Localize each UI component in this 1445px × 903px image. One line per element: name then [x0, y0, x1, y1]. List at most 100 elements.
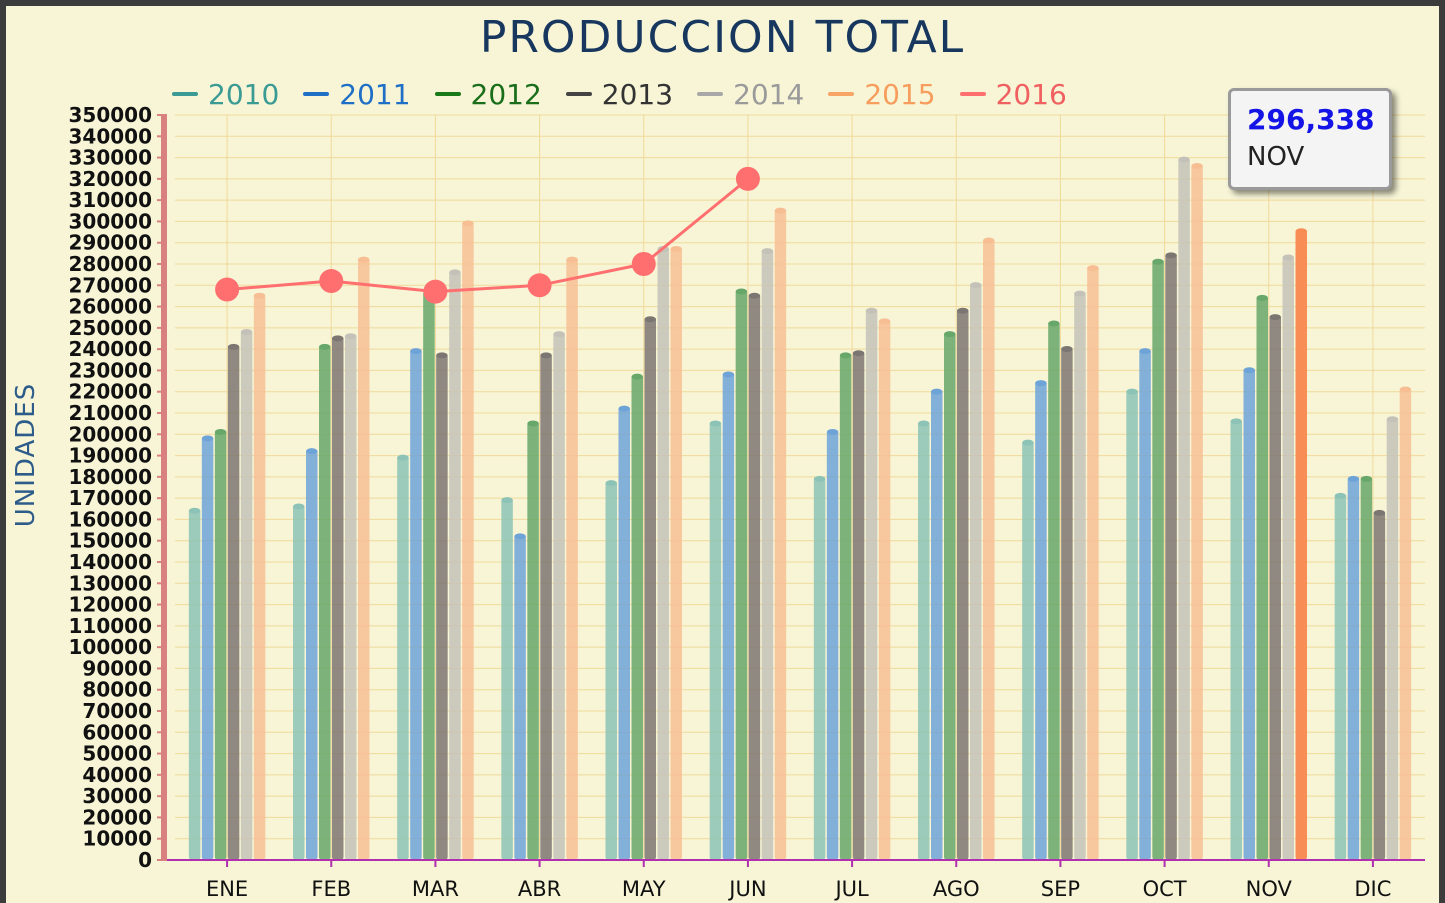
bar-2012-dic[interactable] [1360, 476, 1373, 860]
bar-2013-nov[interactable] [1269, 315, 1282, 861]
bar-2013-feb[interactable] [332, 336, 344, 860]
bar-cap [826, 429, 839, 436]
bar-2011-ago[interactable] [931, 389, 943, 860]
bar-2010-oct[interactable] [1126, 389, 1138, 860]
x-tick-label: MAR [412, 877, 459, 901]
bar-2011-oct[interactable] [1139, 349, 1151, 860]
bar-2014-jul[interactable] [865, 308, 878, 860]
bar-2015-dic[interactable] [1399, 387, 1412, 860]
bar-2013-abr[interactable] [540, 353, 552, 860]
bar-2010-nov[interactable] [1230, 419, 1243, 860]
point-2016-may[interactable] [631, 252, 656, 276]
y-tick-label: 210000 [69, 401, 153, 425]
bar-2014-mar[interactable] [449, 270, 461, 860]
legend-item-2013[interactable]: 2013 [565, 78, 673, 111]
legend-swatch [959, 92, 986, 96]
bar-2015-ago[interactable] [983, 238, 995, 860]
bar-2011-jul[interactable] [826, 430, 839, 860]
bar-2011-dic[interactable] [1347, 476, 1360, 860]
bar-2013-may[interactable] [644, 317, 657, 860]
bar-2013-mar[interactable] [436, 353, 448, 860]
bar-2015-sep[interactable] [1087, 266, 1099, 861]
bar-2012-jun[interactable] [735, 289, 748, 860]
bar-2015-mar[interactable] [462, 221, 474, 860]
bar-2012-ago[interactable] [944, 332, 956, 861]
legend-item-2015[interactable]: 2015 [828, 78, 936, 111]
bar-2011-jun[interactable] [722, 372, 735, 860]
bar-2013-sep[interactable] [1061, 347, 1073, 860]
point-2016-mar[interactable] [423, 279, 448, 304]
bar-2010-may[interactable] [605, 481, 618, 860]
y-tick-label: 160000 [69, 507, 153, 531]
bar-2012-mar[interactable] [423, 291, 435, 861]
bar-cap [944, 331, 956, 338]
bar-2011-may[interactable] [618, 406, 631, 860]
bar-2014-oct[interactable] [1178, 157, 1190, 861]
bar-2012-oct[interactable] [1152, 259, 1164, 860]
legend-item-2010[interactable]: 2010 [172, 78, 279, 111]
bar-2011-nov[interactable] [1243, 368, 1256, 860]
bar-cap [1022, 439, 1034, 446]
bar-2010-jul[interactable] [813, 476, 826, 860]
bar-2010-dic[interactable] [1334, 493, 1347, 860]
bar-2013-jul[interactable] [852, 351, 865, 860]
bar-2015-ene[interactable] [253, 293, 266, 860]
y-tick-label: 180000 [69, 465, 153, 489]
bar-2012-sep[interactable] [1048, 321, 1060, 860]
bars [188, 156, 1412, 861]
bar-2014-jun[interactable] [761, 249, 774, 861]
bar-2014-ago[interactable] [970, 283, 982, 861]
bar-2014-nov[interactable] [1282, 255, 1295, 860]
bar-2010-feb[interactable] [293, 504, 305, 860]
legend-item-2014[interactable]: 2014 [697, 78, 804, 111]
bar-2011-sep[interactable] [1035, 381, 1047, 860]
point-2016-jun[interactable] [735, 166, 760, 191]
bar-2014-may[interactable] [657, 246, 670, 860]
bar-2015-may[interactable] [670, 246, 683, 860]
bar-cap [735, 288, 748, 295]
bar-2015-feb[interactable] [358, 257, 370, 861]
bar-2014-dic[interactable] [1386, 417, 1399, 860]
bar-cap [540, 352, 552, 359]
bar-2011-ene[interactable] [201, 436, 214, 860]
bar-2015-abr[interactable] [566, 257, 578, 861]
bar-2015-jul[interactable] [878, 319, 891, 860]
bar-2011-abr[interactable] [514, 534, 526, 860]
bar-2014-abr[interactable] [553, 332, 565, 861]
bar-2013-dic[interactable] [1373, 510, 1386, 860]
bar-2013-ago[interactable] [957, 308, 969, 860]
bar-2012-feb[interactable] [319, 344, 331, 860]
bar-cap [397, 454, 409, 461]
bar-2015-oct[interactable] [1191, 163, 1203, 860]
bar-2015-jun[interactable] [774, 208, 787, 860]
bar-2010-jun[interactable] [709, 421, 722, 860]
bar-cap [644, 316, 656, 323]
bar-2013-oct[interactable] [1165, 253, 1177, 860]
bar-2010-ene[interactable] [188, 508, 201, 860]
bar-2014-feb[interactable] [345, 334, 357, 860]
bar-2013-ene[interactable] [227, 344, 240, 860]
point-2016-ene[interactable] [215, 277, 240, 302]
bar-2010-mar[interactable] [397, 455, 409, 860]
legend-item-2011[interactable]: 2011 [303, 78, 411, 111]
y-tick-label: 0 [138, 848, 152, 872]
bar-2011-mar[interactable] [410, 349, 422, 860]
point-2016-feb[interactable] [319, 269, 344, 294]
bar-2011-feb[interactable] [306, 449, 318, 860]
point-2016-abr[interactable] [527, 273, 552, 298]
bar-2012-ene[interactable] [214, 430, 227, 860]
bar-2010-abr[interactable] [501, 498, 513, 860]
bar-2015-nov[interactable] [1295, 229, 1308, 861]
bar-2012-abr[interactable] [527, 421, 539, 860]
bar-2010-ago[interactable] [918, 421, 930, 860]
legend-item-2012[interactable]: 2012 [434, 78, 542, 111]
y-tick-label: 40000 [82, 763, 152, 787]
bar-2012-jul[interactable] [839, 353, 852, 860]
bar-2013-jun[interactable] [748, 293, 761, 860]
bar-2012-may[interactable] [631, 374, 644, 860]
legend-item-2016[interactable]: 2016 [959, 78, 1067, 111]
bar-2010-sep[interactable] [1022, 440, 1034, 860]
bar-2014-ene[interactable] [240, 329, 253, 860]
bar-2014-sep[interactable] [1074, 291, 1086, 861]
bar-2012-nov[interactable] [1256, 295, 1269, 860]
